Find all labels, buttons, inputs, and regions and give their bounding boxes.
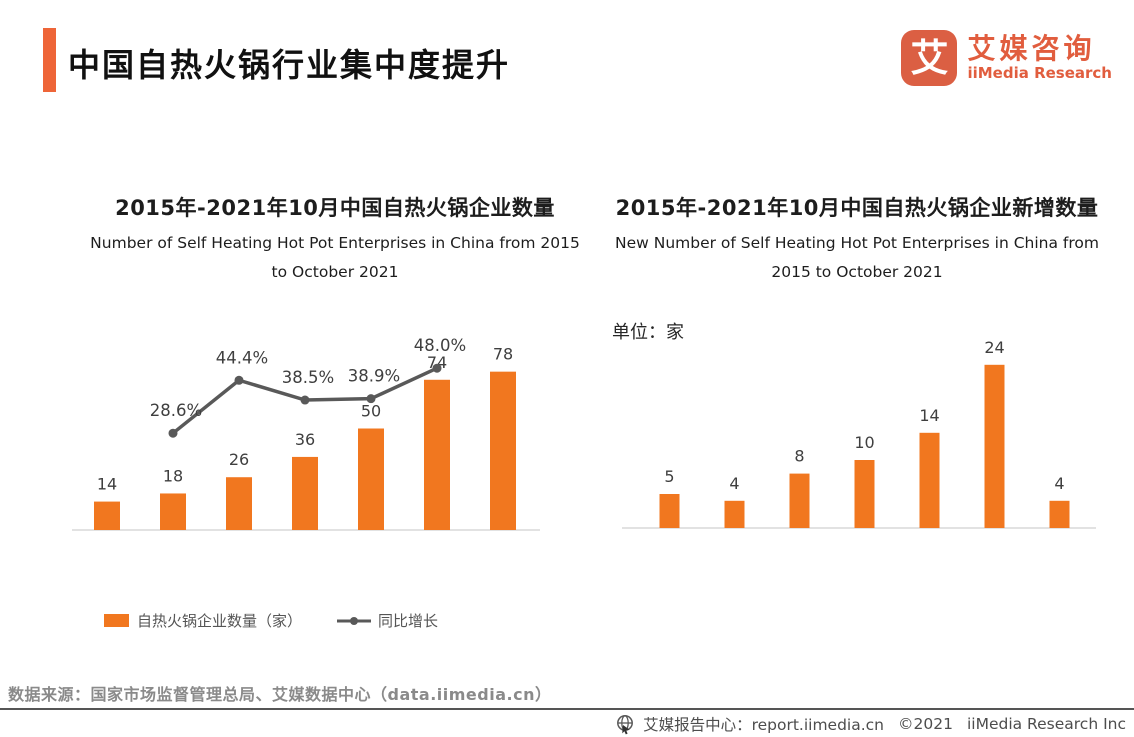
right-chart-title-en: New Number of Self Heating Hot Pot Enter… bbox=[614, 234, 1099, 281]
bar bbox=[160, 493, 186, 530]
bar-value-label: 5 bbox=[664, 467, 674, 486]
page-title: 中国自热火锅行业集中度提升 bbox=[68, 46, 511, 84]
right-bar-chart: 5 4 8 10 14 24 4 bbox=[622, 338, 1096, 529]
growth-line-point bbox=[300, 395, 310, 405]
bar-value-label: 10 bbox=[854, 433, 874, 452]
bar bbox=[724, 500, 745, 528]
data-source-note: 数据来源：国家市场监督管理总局、艾媒数据中心（data.iimedia.cn） bbox=[8, 685, 552, 704]
copyright-text: ©2021 bbox=[898, 715, 953, 733]
legend-bar-label: 自热火锅企业数量（家） bbox=[137, 612, 303, 630]
bar-value-label: 4 bbox=[729, 474, 739, 493]
company-name: iiMedia Research Inc bbox=[966, 715, 1126, 733]
growth-line-point bbox=[234, 375, 244, 385]
bar-value-label: 14 bbox=[919, 406, 939, 425]
legend-line-label: 同比增长 bbox=[378, 612, 439, 630]
left-chart-legend: 自热火锅企业数量（家） 同比增长 bbox=[104, 610, 438, 631]
left-chart-heading: 2015年-2021年10月中国自热火锅企业数量 Number of Self … bbox=[70, 192, 600, 287]
iimedia-logo: 艾 艾媒咨询 iiMedia Research bbox=[901, 30, 1112, 86]
bar-value-label: 36 bbox=[295, 430, 315, 449]
bar-value-label: 4 bbox=[1054, 474, 1064, 493]
report-center-globe-icon bbox=[617, 714, 634, 734]
bar-value-label: 50 bbox=[361, 402, 381, 421]
right-chart-title-cn: 2015年-2021年10月中国自热火锅企业新增数量 bbox=[615, 196, 1099, 220]
legend-line-icon bbox=[337, 616, 372, 625]
bar-value-label: 14 bbox=[97, 475, 117, 494]
left-chart-title-en: Number of Self Heating Hot Pot Enterpris… bbox=[90, 234, 580, 281]
legend-bar-swatch bbox=[104, 614, 129, 627]
bar bbox=[226, 477, 252, 530]
bar bbox=[1049, 500, 1070, 528]
bar-value-label: 24 bbox=[984, 338, 1004, 357]
logo-name-cn: 艾媒咨询 bbox=[967, 31, 1096, 65]
left-bar-line-chart: 14 18 26 36 50 74 78 28.6% 44.4% 38.5% 38.9% 48.0% bbox=[72, 336, 540, 531]
bar-value-label: 74 bbox=[427, 353, 447, 372]
left-chart-title-cn: 2015年-2021年10月中国自热火锅企业数量 bbox=[115, 196, 555, 220]
growth-line-label: 28.6% bbox=[150, 401, 202, 420]
bar bbox=[292, 456, 318, 530]
bar bbox=[659, 494, 680, 528]
bar bbox=[854, 460, 875, 528]
growth-line-label: 48.0% bbox=[414, 336, 466, 355]
iimedia-logo-icon: 艾 bbox=[901, 30, 958, 86]
bar bbox=[358, 428, 384, 530]
bar bbox=[919, 432, 940, 528]
growth-line-label: 38.9% bbox=[348, 367, 400, 386]
logo-name-en: iiMedia Research bbox=[967, 64, 1112, 83]
bar-value-label: 26 bbox=[229, 450, 249, 469]
bar-value-label: 18 bbox=[163, 466, 183, 485]
footer-bar: 艾媒报告中心：report.iimedia.cn ©2021 iiMedia R… bbox=[615, 713, 1126, 735]
bar-value-label: 78 bbox=[493, 345, 513, 364]
title-accent-bar bbox=[43, 28, 56, 92]
growth-line-point bbox=[366, 394, 376, 404]
bar-value-label: 8 bbox=[794, 447, 804, 466]
growth-line-label: 44.4% bbox=[216, 348, 268, 367]
bar bbox=[984, 364, 1005, 528]
bar bbox=[424, 379, 450, 530]
growth-line-point bbox=[168, 428, 178, 438]
right-chart-unit-label: 单位：家 bbox=[612, 322, 684, 343]
iimedia-logo-text: 艾媒咨询 iiMedia Research bbox=[967, 31, 1112, 83]
bar bbox=[789, 473, 810, 528]
footer-divider bbox=[0, 708, 1134, 710]
bar bbox=[490, 371, 516, 530]
report-center-link: 艾媒报告中心：report.iimedia.cn bbox=[643, 716, 884, 734]
growth-line-label: 38.5% bbox=[282, 368, 334, 387]
growth-line-point bbox=[432, 363, 442, 373]
right-chart-heading: 2015年-2021年10月中国自热火锅企业新增数量 New Number of… bbox=[592, 192, 1122, 287]
bar bbox=[94, 501, 120, 530]
